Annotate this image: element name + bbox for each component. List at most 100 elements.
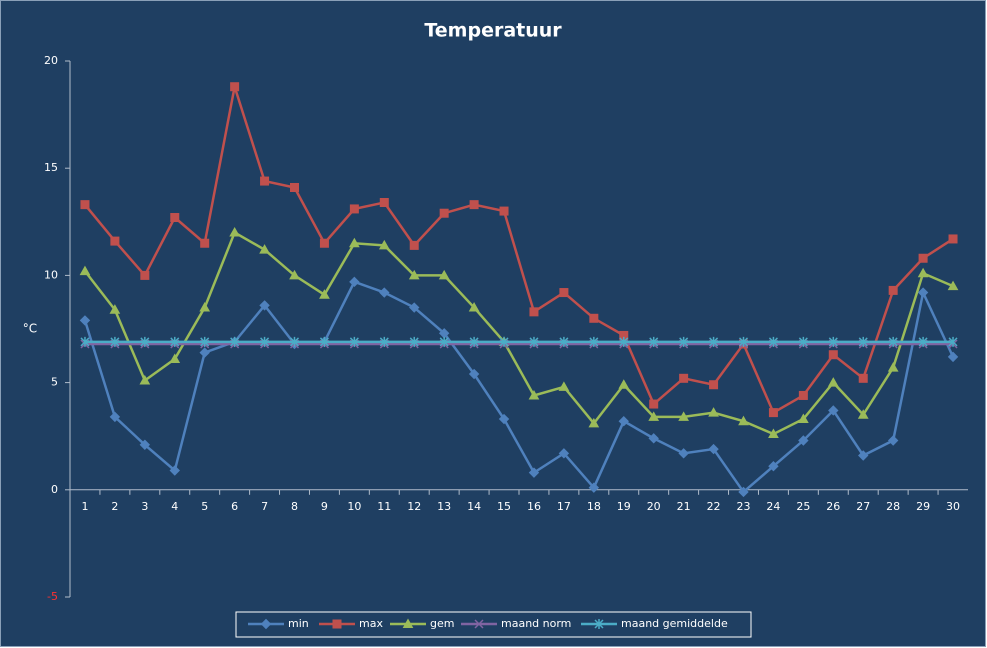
marker — [230, 336, 240, 347]
x-tick-label: 14 — [467, 500, 481, 513]
x-tick-label: 19 — [617, 500, 631, 513]
marker — [529, 336, 539, 347]
marker — [858, 373, 868, 383]
marker — [619, 336, 629, 347]
marker — [798, 336, 808, 347]
marker — [888, 336, 898, 347]
x-tick-label: 29 — [916, 500, 930, 513]
x-tick-label: 2 — [111, 500, 118, 513]
marker — [917, 267, 929, 278]
x-tick-label: 25 — [796, 500, 810, 513]
marker — [558, 381, 570, 391]
marker — [738, 415, 749, 426]
y-tick-label: -5 — [47, 590, 58, 603]
marker — [80, 336, 90, 347]
marker — [559, 336, 569, 347]
marker — [289, 269, 300, 280]
marker — [708, 443, 719, 455]
marker — [230, 82, 240, 92]
marker — [679, 373, 689, 383]
x-tick-label: 30 — [946, 500, 960, 513]
marker — [947, 280, 959, 291]
marker — [648, 433, 659, 444]
marker — [110, 336, 120, 347]
marker — [79, 265, 91, 276]
marker — [319, 289, 330, 299]
marker — [887, 435, 899, 446]
marker — [169, 465, 180, 476]
chart-title: Temperatuur — [424, 20, 562, 42]
marker — [529, 307, 539, 317]
marker — [678, 411, 689, 421]
marker — [709, 336, 719, 347]
marker — [199, 347, 210, 358]
marker — [858, 336, 868, 347]
marker — [139, 439, 151, 450]
marker — [199, 302, 211, 312]
legend-label: gem — [430, 617, 454, 630]
marker — [260, 176, 270, 186]
legend-label: max — [359, 617, 383, 630]
marker — [290, 182, 299, 192]
marker — [379, 287, 390, 298]
marker — [170, 213, 180, 223]
marker — [918, 253, 928, 263]
marker — [229, 227, 240, 237]
marker — [588, 417, 600, 428]
x-tick-label: 1 — [81, 500, 88, 513]
marker — [887, 362, 899, 372]
x-tick-label: 3 — [141, 500, 148, 513]
x-tick-label: 22 — [707, 500, 721, 513]
x-tick-label: 23 — [737, 500, 751, 513]
marker — [468, 368, 480, 380]
series-line — [83, 230, 954, 436]
y-tick-label: 5 — [51, 376, 58, 389]
series-line — [84, 86, 954, 415]
legend: min max gem maand norm maand gemiddelde — [235, 611, 752, 638]
marker — [798, 435, 809, 446]
x-tick-label: 5 — [201, 500, 208, 513]
marker — [140, 270, 150, 280]
marker — [379, 336, 389, 347]
marker — [469, 200, 479, 210]
x-tick-label: 27 — [856, 500, 870, 513]
x-tick-label: 21 — [677, 500, 691, 513]
marker — [378, 239, 390, 250]
marker — [589, 336, 599, 347]
marker — [402, 618, 414, 628]
marker — [438, 269, 450, 280]
marker — [948, 336, 958, 347]
marker — [109, 411, 121, 423]
y-tick-label: 10 — [44, 268, 58, 281]
marker — [260, 618, 272, 630]
marker — [708, 407, 719, 417]
marker — [498, 413, 510, 425]
marker — [594, 619, 604, 629]
marker — [679, 336, 689, 347]
marker — [648, 411, 660, 421]
y-axis-label: °C — [23, 322, 37, 336]
marker — [828, 350, 838, 360]
marker — [439, 336, 449, 347]
marker — [409, 336, 419, 347]
marker — [408, 269, 420, 280]
marker — [169, 353, 181, 364]
x-tick-label: 28 — [886, 500, 900, 513]
marker — [649, 399, 659, 409]
marker — [409, 302, 420, 313]
marker — [260, 336, 270, 347]
marker — [349, 276, 360, 288]
x-tick-label: 20 — [647, 500, 661, 513]
marker — [79, 315, 91, 326]
x-tick-label: 26 — [826, 500, 840, 513]
marker — [918, 336, 928, 347]
marker — [709, 380, 719, 390]
marker — [649, 336, 659, 347]
y-tick-label: 0 — [51, 483, 58, 496]
marker — [379, 198, 389, 208]
marker — [468, 302, 480, 312]
marker — [289, 336, 300, 347]
x-tick-label: 10 — [347, 500, 361, 513]
